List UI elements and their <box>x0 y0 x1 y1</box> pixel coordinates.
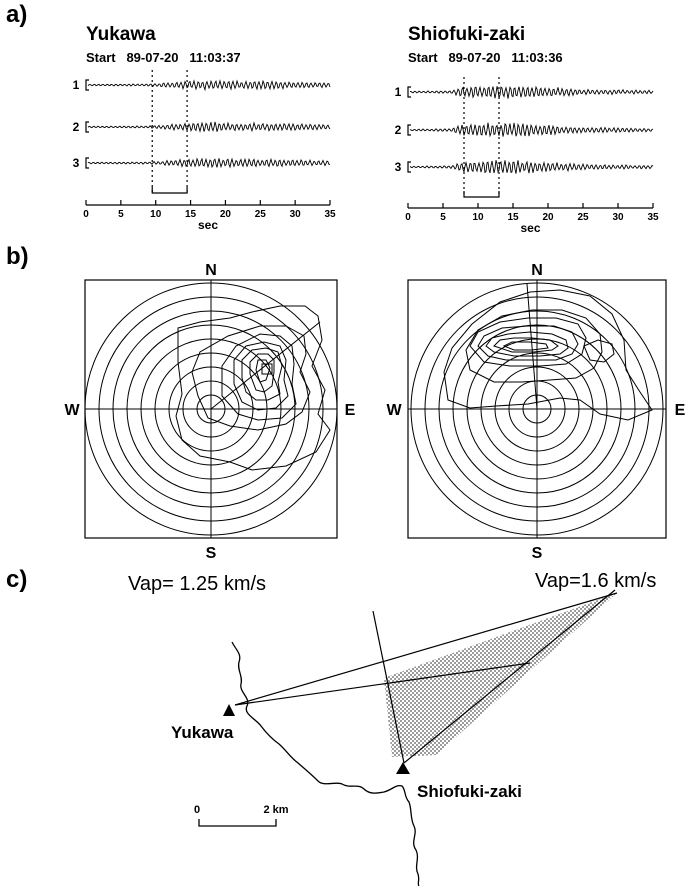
triangle-marker-icon <box>223 704 235 716</box>
back-azimuth-line-right <box>526 283 538 410</box>
scale-bar-line <box>198 819 277 827</box>
panel-label-c: c) <box>6 566 27 593</box>
waveform-trace <box>409 160 654 174</box>
axis-tick-label: 35 <box>324 209 336 220</box>
trace-bracket <box>85 121 89 133</box>
fk-spectrum-right: N S W E <box>386 262 685 562</box>
map-label-yukawa: Yukawa <box>171 723 234 742</box>
start-time-shiofuki-zaki: Start 89-07-20 11:03:36 <box>408 50 563 65</box>
waveform-trace <box>87 79 331 92</box>
axis-tick-label: 30 <box>290 209 302 220</box>
compass-s-left: S <box>206 545 217 562</box>
coastline <box>231 641 420 886</box>
trace-number-label: 2 <box>73 120 80 134</box>
axis-tick-label: 15 <box>507 212 519 223</box>
back-azimuth-rays <box>234 589 618 764</box>
axis-tick-label: 0 <box>405 212 411 223</box>
vap-label-left: Vap= 1.25 km/s <box>128 573 266 595</box>
waveform-traces-yukawa: 1 2 3 <box>73 70 331 194</box>
scale-bar: 0 2 km <box>194 804 289 827</box>
trace-number-label: 3 <box>73 156 80 170</box>
scale-zero-label: 0 <box>194 804 200 816</box>
back-azimuth-line-left <box>210 321 321 410</box>
compass-w-left: W <box>64 402 80 419</box>
compass-n-left: N <box>205 262 217 279</box>
scale-distance-label: 2 km <box>263 804 288 816</box>
triangle-marker-icon <box>396 762 410 774</box>
time-axis-yukawa: 0 5 10 15 20 25 30 35 sec <box>83 200 336 232</box>
location-map: Yukawa Shiofuki-zaki 0 2 km <box>171 589 618 886</box>
trace-number-label: 1 <box>395 85 402 99</box>
compass-e-right: E <box>675 402 686 419</box>
fk-spectrum-left: N S W E <box>64 262 355 562</box>
axis-tick-label: 20 <box>542 212 554 223</box>
panel-label-b: b) <box>6 243 29 270</box>
axis-tick-label: 35 <box>647 212 659 223</box>
panel-label-a: a) <box>6 1 27 28</box>
trace-bracket <box>85 79 89 91</box>
waveform-traces-shiofuki-zaki: 1 2 3 <box>395 77 654 198</box>
axis-tick-label: 25 <box>255 209 267 220</box>
axis-tick-label: 10 <box>472 212 484 223</box>
seismogram-panel-right: Shiofuki-zaki Start 89-07-20 11:03:36 1 2… <box>395 24 659 235</box>
power-contours-left <box>175 305 331 471</box>
trace-bracket <box>407 86 411 98</box>
window-bracket <box>463 191 500 198</box>
trace-bracket <box>407 124 411 136</box>
axis-tick-label: 30 <box>612 212 624 223</box>
axis-tick-label: 0 <box>83 209 89 220</box>
compass-s-right: S <box>532 545 543 562</box>
axis-tick-label: 10 <box>150 209 162 220</box>
trace-number-label: 3 <box>395 160 402 174</box>
axis-tick-label: 20 <box>220 209 232 220</box>
waveform-trace <box>87 121 331 133</box>
vap-label-right: Vap=1.6 km/s <box>535 570 656 592</box>
axis-tick-label: 5 <box>440 212 446 223</box>
map-label-shiofuki-zaki: Shiofuki-zaki <box>417 782 522 801</box>
window-bracket <box>151 187 188 194</box>
waveform-trace <box>410 85 654 99</box>
compass-e-left: E <box>345 402 356 419</box>
start-time-yukawa: Start 89-07-20 11:03:37 <box>86 50 241 65</box>
axis-unit-label: sec <box>520 221 540 235</box>
trace-bracket <box>407 161 411 173</box>
compass-n-right: N <box>531 262 543 279</box>
station-title-shiofuki-zaki: Shiofuki-zaki <box>408 24 525 45</box>
axis-tick-label: 15 <box>185 209 197 220</box>
waveform-trace <box>409 122 654 138</box>
trace-number-label: 2 <box>395 123 402 137</box>
station-marker-shiofuki-zaki <box>396 762 410 774</box>
trace-bracket <box>85 157 89 169</box>
waveform-trace <box>87 157 331 169</box>
axis-unit-label: sec <box>198 218 218 232</box>
source-region-shading <box>384 593 617 757</box>
seismogram-panel-left: Yukawa Start 89-07-20 11:03:37 1 2 3 0 5 10 1… <box>73 24 336 232</box>
station-marker-yukawa <box>223 704 235 716</box>
power-contours-right <box>443 289 653 421</box>
axis-tick-label: 25 <box>577 212 589 223</box>
compass-w-right: W <box>386 402 402 419</box>
axis-tick-label: 5 <box>118 209 124 220</box>
trace-number-label: 1 <box>73 78 80 92</box>
time-axis-shiofuki-zaki: 0 5 10 15 20 25 30 35 sec <box>405 203 659 235</box>
station-title-yukawa: Yukawa <box>86 24 156 45</box>
